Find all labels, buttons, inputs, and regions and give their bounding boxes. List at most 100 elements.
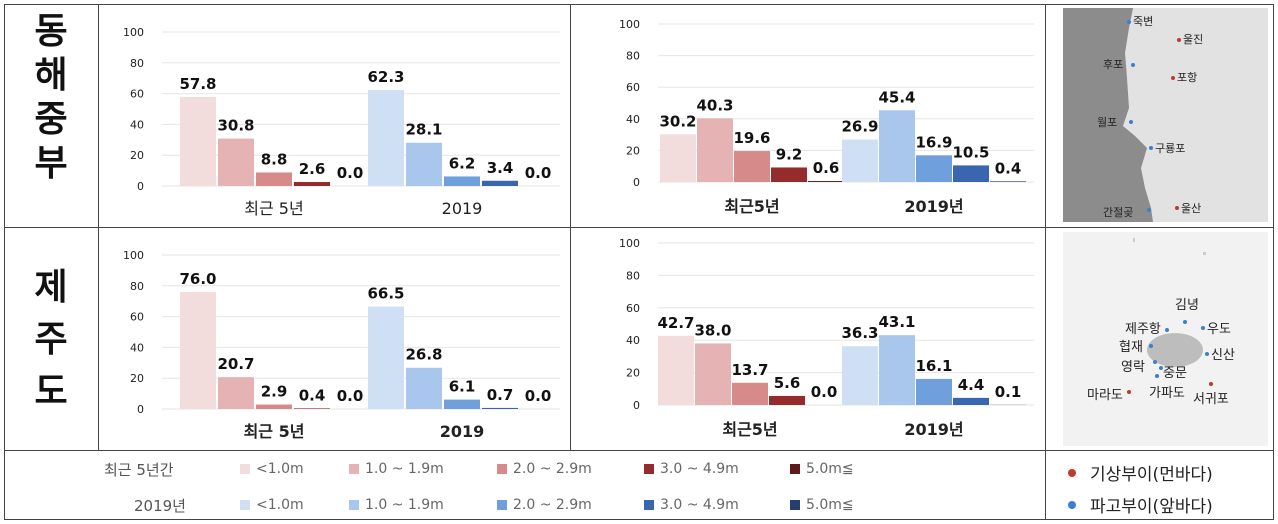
map-label: 간절곶 — [1103, 206, 1134, 219]
data-label: 30.2 — [659, 112, 696, 130]
data-label: 6.1 — [449, 378, 476, 396]
data-label: 57.8 — [179, 75, 216, 93]
legend-row-recent: 최근 5년간 — [104, 459, 234, 480]
y-tick-label: 100 — [123, 249, 144, 262]
buoy-dot — [1205, 352, 1209, 356]
legend-item-label: 1.0 ~ 1.9m — [365, 497, 444, 513]
y-tick-label: 80 — [130, 280, 144, 293]
data-label: 2.9 — [261, 383, 288, 401]
y-tick-label: 40 — [626, 334, 640, 347]
bar — [842, 346, 878, 405]
data-label: 62.3 — [367, 68, 404, 86]
bar — [368, 90, 404, 186]
y-tick-label: 100 — [619, 237, 640, 250]
bar — [953, 397, 989, 405]
legend-swatch — [349, 464, 359, 474]
legend-item-label: <1.0m — [256, 461, 304, 477]
map-label: 신산 — [1211, 348, 1235, 363]
buoy-dot — [1209, 382, 1213, 386]
bar-chart-jeju-recent-vs-2019: 0 20 40 60 80 100 76.0 20.7 2.9 0.4 0.0 최근 5년 66.5 26… — [123, 249, 560, 441]
data-label: 0.0 — [525, 387, 552, 405]
buoy-dot — [1183, 320, 1187, 324]
figure-frame — [4, 4, 1274, 520]
legend-title-2019: 2019년 — [134, 497, 186, 515]
x-category-label: 2019년 — [904, 197, 963, 216]
legend-item: 5.0m≦ — [790, 461, 854, 477]
data-label: 38.0 — [694, 321, 731, 339]
bar — [180, 291, 216, 409]
data-label: 16.1 — [915, 357, 952, 375]
buoy-dot — [1155, 374, 1159, 378]
data-label: 0.1 — [995, 383, 1022, 401]
legend-item-label: 2.0 ~ 2.9m — [513, 461, 592, 477]
map-label: 가파도 — [1149, 386, 1185, 401]
divider — [4, 450, 1274, 451]
bar — [218, 138, 254, 186]
weather-buoy-dot-icon — [1068, 468, 1076, 477]
data-label: 16.9 — [915, 133, 952, 151]
y-tick-label: 60 — [130, 311, 144, 324]
y-tick-label: 0 — [137, 180, 144, 193]
wave-buoy-dot-icon — [1068, 500, 1076, 509]
buoy-dot — [1177, 38, 1181, 42]
y-tick-label: 20 — [130, 372, 144, 385]
legend-buoy-weather: 기상부이(먼바다) — [1068, 460, 1213, 485]
data-label: 36.3 — [841, 324, 878, 342]
divider — [4, 227, 1274, 228]
legend-item-label: 5.0m≦ — [806, 497, 854, 513]
bar — [953, 165, 989, 182]
region-char: 부 — [34, 143, 68, 184]
buoy-dot — [1201, 326, 1205, 330]
legend-item-label: 1.0 ~ 1.9m — [365, 461, 444, 477]
x-category-label: 최근 5년 — [244, 422, 305, 441]
data-label: 10.5 — [952, 143, 989, 161]
legend-swatch — [497, 464, 507, 474]
bar — [771, 167, 807, 182]
bar — [732, 382, 768, 405]
buoy-dot — [1149, 344, 1153, 348]
buoy-dot — [1171, 76, 1175, 80]
bar — [256, 172, 292, 186]
legend-item-label: 3.0 ~ 4.9m — [660, 497, 739, 513]
legend-swatch — [497, 500, 507, 510]
map-label: 협재 — [1119, 340, 1143, 355]
map-label: 구룡포 — [1155, 142, 1186, 155]
y-tick-label: 40 — [130, 341, 144, 354]
legend: 최근 5년간 2019년 <1.0m 1.0 ~ 1.9m 2.0 ~ 2.9m 3.… — [4, 451, 1044, 519]
map-label: 영락 — [1121, 360, 1145, 375]
data-label: 0.6 — [813, 159, 840, 177]
bar — [294, 181, 330, 186]
legend-item-label: 2.0 ~ 2.9m — [513, 497, 592, 513]
bar — [180, 96, 216, 186]
legend-item-label: 5.0m≦ — [806, 461, 854, 477]
coastline-shape — [1063, 8, 1153, 222]
buoy-dot — [1127, 20, 1131, 24]
legend-item: 2.0 ~ 2.9m — [497, 497, 592, 513]
bar — [734, 151, 770, 182]
legend-swatch — [644, 500, 654, 510]
legend-swatch — [790, 464, 800, 474]
y-tick-label: 60 — [626, 81, 640, 94]
data-label: 0.4 — [995, 159, 1022, 177]
data-label: 19.6 — [733, 129, 770, 147]
buoy-dot — [1165, 328, 1169, 332]
y-tick-label: 20 — [626, 367, 640, 380]
buoy-dot — [1159, 366, 1163, 370]
legend-item: <1.0m — [240, 497, 304, 513]
data-label: 0.0 — [811, 383, 838, 401]
legend-item: 5.0m≦ — [790, 497, 854, 513]
y-tick-label: 20 — [130, 149, 144, 162]
legend-buoy-weather-label: 기상부이(먼바다) — [1090, 465, 1213, 485]
map-label: 죽변 — [1133, 15, 1154, 28]
bar — [444, 176, 480, 186]
bar — [218, 377, 254, 409]
y-tick-label: 20 — [626, 144, 640, 157]
region-char: 주 — [34, 319, 68, 360]
legend-buoy-wave-label: 파고부이(앞바다) — [1090, 497, 1213, 517]
region-label-jeju: 제 주 도 — [4, 262, 98, 418]
legend-item: 1.0 ~ 1.9m — [349, 497, 444, 513]
bar-chart-east-recent-vs-2019: 0 20 40 60 80 100 57.8 30.8 8.8 2.6 0.0 최근 5년 62.3 28… — [123, 26, 560, 218]
data-label: 6.2 — [449, 154, 476, 172]
island-shape — [1133, 238, 1206, 367]
bar — [256, 404, 292, 409]
